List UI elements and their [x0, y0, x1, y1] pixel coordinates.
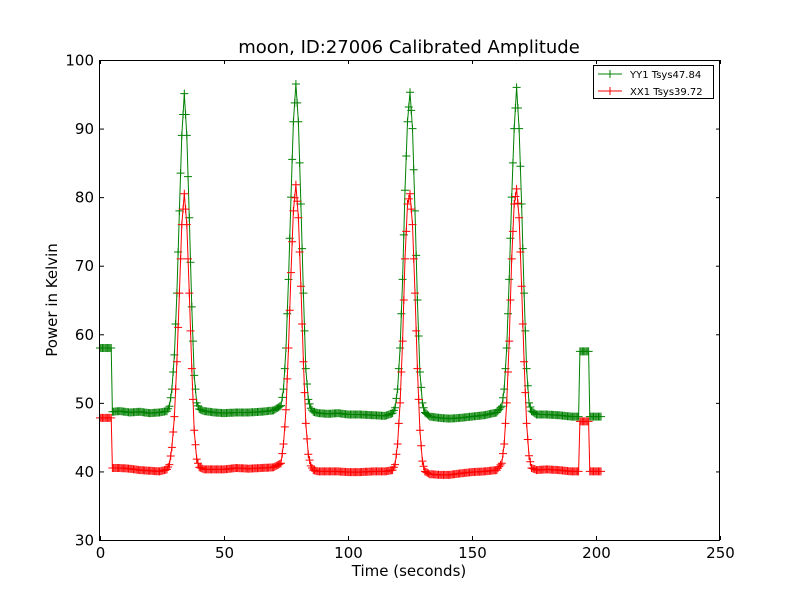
series-xx1	[96, 180, 605, 479]
y-axis-title: Power in Kelvin	[43, 243, 61, 357]
chart-title: moon, ID:27006 Calibrated Amplitude	[238, 37, 580, 58]
x-tick-label: 150	[458, 544, 487, 562]
legend-label: YY1 Tsys47.84	[629, 70, 701, 81]
legend-marker	[606, 70, 614, 78]
plot-area-frame	[99, 60, 720, 541]
y-tick-label: 80	[75, 189, 94, 207]
y-tick-label: 60	[75, 326, 94, 344]
y-tick-label: 40	[75, 463, 94, 481]
y-tick-label: 50	[75, 394, 94, 412]
x-tick-label: 50	[215, 544, 234, 562]
x-tick-label: 200	[582, 544, 611, 562]
legend-box	[593, 65, 714, 99]
legend-label: XX1 Tsys39.72	[630, 87, 703, 98]
x-tick-label: 250	[706, 544, 735, 562]
y-tick-label: 30	[75, 532, 94, 550]
x-axis-title: Time (seconds)	[351, 562, 467, 580]
y-tick-label: 100	[65, 52, 94, 70]
legend-marker	[606, 87, 614, 95]
x-tick-label: 100	[334, 544, 363, 562]
y-tick-label: 70	[75, 257, 94, 275]
axes-layer: 0 50 100 150 200 250 30 40 50 60 70 80 90 100	[65, 52, 734, 563]
x-tick-label: 0	[96, 544, 106, 562]
legend: YY1 Tsys47.84 XX1 Tsys39.72	[593, 65, 714, 99]
series-layer	[96, 80, 605, 479]
y-tick-label: 90	[75, 120, 94, 138]
